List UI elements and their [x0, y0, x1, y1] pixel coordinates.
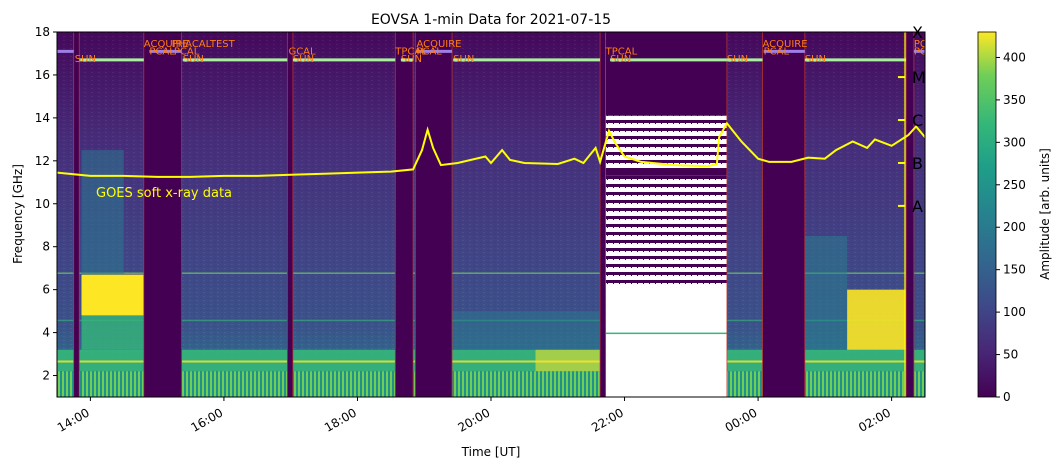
colorbar-tick-label: 50	[1003, 348, 1018, 362]
goes-class-label: C	[912, 111, 923, 130]
scan-label: PC	[914, 47, 927, 58]
band-line	[57, 272, 925, 274]
gap-top-dark	[605, 32, 727, 116]
gap-block	[287, 32, 293, 397]
colorbar-label: Amplitude [arb. units]	[1038, 148, 1052, 280]
y-tick-label: 4	[42, 326, 50, 340]
x-tick-label: 16:00	[188, 405, 225, 434]
gap-white-fill	[605, 285, 727, 397]
gap-block	[600, 32, 606, 397]
x-tick-label: 22:00	[589, 405, 626, 434]
colorbar-tick-label: 250	[1003, 178, 1026, 192]
x-axis: 14:00 16:00 18:00 20:00 22:00 00:00 02:00	[55, 397, 893, 435]
scan-label: PCAL	[149, 47, 175, 58]
colorbar-tick-label: 150	[1003, 263, 1026, 277]
plot-area: SUNACQUIREPCALPHACALTESTPCALSUNGCALSUNTP…	[57, 32, 927, 397]
gap-block	[762, 32, 805, 397]
gap-block	[415, 32, 453, 397]
colorbar: 0 50 100 150 200 250 300 350 400 Amplitude [arb.…	[977, 31, 1052, 404]
scan-label: SUN	[805, 54, 826, 65]
y-tick-label: 6	[42, 283, 50, 297]
scan-label: SUN	[401, 54, 422, 65]
colorbar-tick-label: 400	[1003, 50, 1026, 64]
scan-label: ACQUIRE	[763, 39, 808, 50]
scan-label: PCAL	[416, 47, 442, 58]
morning-diffuse	[81, 150, 124, 275]
y-tick-label: 14	[35, 111, 50, 125]
scan-label: SUN	[610, 54, 631, 65]
scan-label: PCAL	[174, 47, 200, 58]
gap-block	[143, 32, 182, 397]
colorbar-tick-label: 300	[1003, 135, 1026, 149]
scan-label: SUN	[183, 54, 204, 65]
calibration-gaps	[73, 32, 915, 397]
scan-label: TPCAL	[605, 47, 638, 58]
morning-bright-patch	[81, 274, 144, 316]
x-tick-label: 02:00	[856, 405, 893, 434]
y-axis-label: Frequency [GHz]	[11, 164, 25, 264]
y-tick-label: 2	[42, 369, 50, 383]
x-tick-label: 00:00	[723, 405, 760, 434]
scan-label: TPCAL	[394, 47, 427, 58]
y-tick-label: 12	[35, 154, 50, 168]
colorbar-tick-label: 350	[1003, 93, 1026, 107]
scan-label: SUN	[293, 54, 314, 65]
scan-label: SUN	[453, 54, 474, 65]
colorbar-tick-label: 0	[1003, 390, 1011, 404]
scan-label: ACQUIRE	[144, 39, 189, 50]
morning-patch-lower	[81, 315, 144, 350]
goes-class-label: M	[912, 68, 926, 87]
gap-block	[73, 32, 80, 397]
gap-dark-line	[605, 169, 727, 176]
gap-green-dots	[605, 332, 727, 335]
scan-label: PCAL	[764, 47, 790, 58]
colorbar-ticks: 0 50 100 150 200 250 300 350 400	[996, 50, 1026, 404]
evening-bright-patch	[847, 289, 907, 350]
scan-label: PC	[914, 39, 927, 50]
y-tick-label: 8	[42, 240, 50, 254]
scan-markers	[57, 49, 925, 62]
midday-diffuse	[452, 311, 601, 350]
y-axis: 2 4 6 8 10 12 14 16 18	[35, 25, 57, 383]
scan-label: GCAL	[288, 47, 316, 58]
scan-label: PHACALTEST	[172, 39, 236, 50]
band-line	[57, 360, 925, 363]
y-tick-label: 10	[35, 197, 50, 211]
x-axis-label: Time [UT]	[461, 445, 521, 459]
goes-label: GOES soft x-ray data	[96, 186, 232, 201]
goes-class-label: A	[912, 197, 923, 216]
y-tick-label: 18	[35, 25, 50, 39]
evening-diffuse	[804, 235, 848, 350]
goes-class-label: B	[912, 154, 923, 173]
x-tick-label: 20:00	[456, 405, 493, 434]
chart-title: EOVSA 1-min Data for 2021-07-15	[371, 12, 611, 28]
scan-label: SUN	[727, 54, 748, 65]
x-tick-label: 14:00	[55, 405, 92, 434]
colorbar-gradient	[977, 31, 997, 398]
scan-label: SUN	[75, 54, 96, 65]
afternoon-bright-band	[535, 349, 601, 372]
y-tick-label: 16	[35, 68, 50, 82]
scan-labels: SUNACQUIREPCALPHACALTESTPCALSUNGCALSUNTP…	[75, 39, 927, 65]
x-tick-label: 18:00	[322, 405, 359, 434]
goes-xray-curve	[57, 121, 925, 178]
gap-block	[395, 32, 414, 397]
scan-label: ACQUIRE	[416, 39, 461, 50]
colorbar-tick-label: 100	[1003, 305, 1026, 319]
gap-block	[906, 32, 914, 397]
colorbar-tick-label: 200	[1003, 220, 1026, 234]
